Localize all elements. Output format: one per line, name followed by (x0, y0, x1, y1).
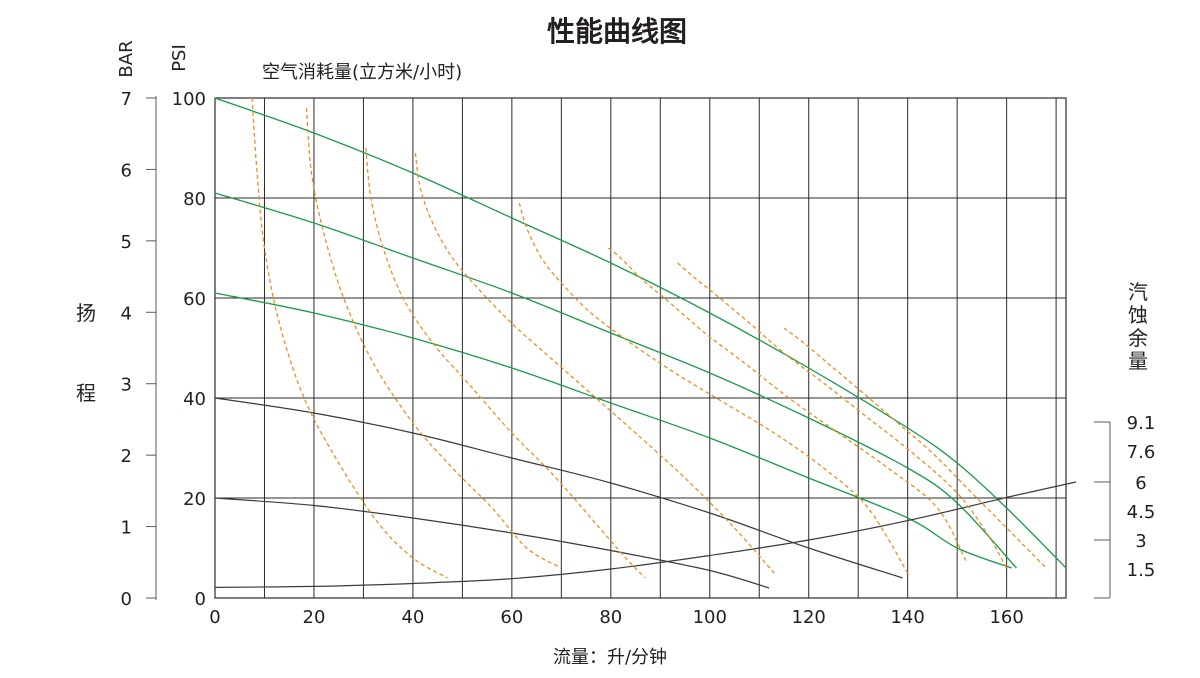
performance-curve-0 (214, 97, 1067, 569)
low_pressure-curve-4 (214, 497, 770, 589)
air-curve-12 (677, 262, 1008, 569)
x-tick-label: 80 (599, 607, 622, 628)
air-curve-7 (305, 107, 562, 569)
x-axis-label: 流量：升/分钟 (553, 647, 667, 668)
y-axis-label-range: 程 (76, 381, 96, 405)
axes (146, 96, 1111, 600)
npsh-label-char: 汽 (1128, 280, 1148, 304)
npsh-tick-label: 4.5 (1127, 502, 1156, 523)
psi-tick-label: 40 (183, 389, 206, 410)
air-consumption-label: 空气消耗量(立方米/小时) (262, 62, 462, 83)
x-tick-label: 0 (209, 607, 220, 628)
bar-tick-label: 4 (121, 303, 132, 324)
x-tick-label: 60 (500, 607, 523, 628)
x-tick-label: 160 (989, 607, 1023, 628)
psi-tick-label: 100 (172, 89, 206, 110)
y-axis-label-head: 扬 (76, 301, 96, 325)
psi-tick-label: 20 (183, 489, 206, 510)
air-curve-11 (607, 247, 968, 564)
bar-tick-label: 1 (121, 518, 132, 539)
air-curve-8 (365, 147, 646, 579)
npsh-label-char: 蚀 (1128, 303, 1148, 327)
psi-tick-label: 60 (183, 289, 206, 310)
psi-tick-label: 80 (183, 189, 206, 210)
x-tick-label: 120 (792, 607, 826, 628)
psi-tick-label: 0 (195, 589, 206, 610)
npsh-tick-label: 9.1 (1127, 413, 1156, 434)
x-tick-label: 20 (303, 607, 326, 628)
plot-frame (214, 97, 1067, 599)
npsh-tick-label: 6 (1135, 473, 1146, 494)
x-tick-label: 100 (693, 607, 727, 628)
npsh-label-char: 量 (1128, 349, 1148, 373)
npsh-label-char: 余 (1128, 326, 1148, 350)
npsh-tick-label: 3 (1135, 531, 1146, 552)
low_pressure-curve-3 (214, 397, 903, 579)
air-curve-9 (414, 152, 775, 574)
x-tick-label: 40 (401, 607, 424, 628)
chart-title: 性能曲线图 (547, 15, 687, 48)
bar-tick-label: 0 (121, 589, 132, 610)
air-curve-13 (783, 327, 1047, 569)
tick-labels: 0 20 40 60 80 100 120 140 160 0 20 40 60 80 100 0 1 2 3 4 5 6… (121, 89, 1156, 628)
performance-curve-1 (214, 192, 1017, 569)
grid-lines (214, 97, 1067, 599)
series-layer (214, 97, 1077, 589)
npsh-curve-5 (214, 481, 1077, 588)
psi-unit-label: PSI (169, 44, 190, 72)
x-tick-label: 140 (890, 607, 924, 628)
bar-tick-label: 6 (121, 160, 132, 181)
bar-unit-label: BAR (116, 40, 137, 77)
bar-tick-label: 2 (121, 446, 132, 467)
air-curve-10 (518, 202, 909, 574)
npsh-tick-label: 7.6 (1127, 442, 1156, 463)
bar-tick-label: 7 (121, 89, 132, 110)
bar-tick-label: 3 (121, 375, 132, 396)
npsh-tick-label: 1.5 (1127, 560, 1156, 581)
air-curve-6 (251, 97, 448, 579)
bar-tick-label: 5 (121, 232, 132, 253)
